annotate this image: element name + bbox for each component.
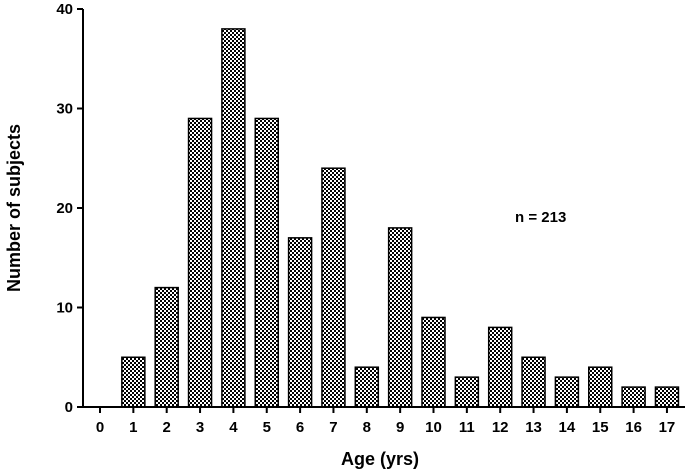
bar-age-12 bbox=[487, 326, 513, 408]
y-axis-title: Number of subjects bbox=[4, 124, 24, 292]
x-tick-label: 3 bbox=[196, 419, 204, 436]
bar-age-3 bbox=[187, 117, 213, 408]
x-tick-label: 14 bbox=[559, 419, 576, 436]
bar-age-7 bbox=[321, 167, 346, 408]
bar-age-15 bbox=[588, 366, 613, 408]
bar-age-10 bbox=[421, 316, 446, 408]
y-ticks-group: 0 10 20 30 40 bbox=[56, 1, 83, 416]
bars-group bbox=[121, 28, 680, 408]
x-tick-label: 4 bbox=[229, 419, 238, 436]
y-tick-label: 20 bbox=[56, 200, 73, 217]
x-tick-label: 2 bbox=[163, 419, 171, 436]
y-tick-label: 40 bbox=[56, 1, 73, 18]
x-tick-label: 17 bbox=[659, 419, 676, 436]
bar-age-13 bbox=[521, 356, 546, 408]
bar-age-5 bbox=[254, 117, 279, 408]
x-tick-label: 10 bbox=[425, 419, 442, 436]
x-tick-label: 1 bbox=[129, 419, 137, 436]
x-tick-label: 7 bbox=[329, 419, 337, 436]
x-tick-label: 5 bbox=[263, 419, 271, 436]
x-tick-label: 16 bbox=[625, 419, 642, 436]
bar-age-17 bbox=[654, 386, 680, 408]
x-ticks-group: 0 1 2 3 4 5 6 7 8 9 10 11 12 13 14 15 16 17 bbox=[96, 407, 675, 436]
x-tick-label: 9 bbox=[396, 419, 404, 436]
bar-age-8 bbox=[354, 366, 380, 408]
bar-age-11 bbox=[454, 376, 480, 408]
x-tick-label: 6 bbox=[296, 419, 304, 436]
y-tick-label: 0 bbox=[65, 399, 73, 416]
x-tick-label: 8 bbox=[363, 419, 371, 436]
x-tick-label: 0 bbox=[96, 419, 104, 436]
sample-size-annotation: n = 213 bbox=[515, 209, 566, 226]
y-tick-label: 30 bbox=[56, 101, 73, 118]
x-tick-label: 11 bbox=[459, 419, 475, 436]
bar-age-14 bbox=[554, 376, 580, 408]
x-tick-label: 12 bbox=[492, 419, 509, 436]
x-axis-title: Age (yrs) bbox=[341, 449, 419, 469]
x-tick-label: 15 bbox=[592, 419, 609, 436]
bar-age-1 bbox=[121, 356, 146, 408]
bar-age-4 bbox=[221, 28, 246, 408]
x-tick-label: 13 bbox=[525, 419, 542, 436]
bar-age-9 bbox=[387, 227, 413, 408]
bar-age-2 bbox=[154, 286, 179, 408]
bar-age-16 bbox=[621, 386, 646, 408]
y-tick-label: 10 bbox=[56, 300, 73, 317]
bar-age-6 bbox=[287, 237, 313, 408]
